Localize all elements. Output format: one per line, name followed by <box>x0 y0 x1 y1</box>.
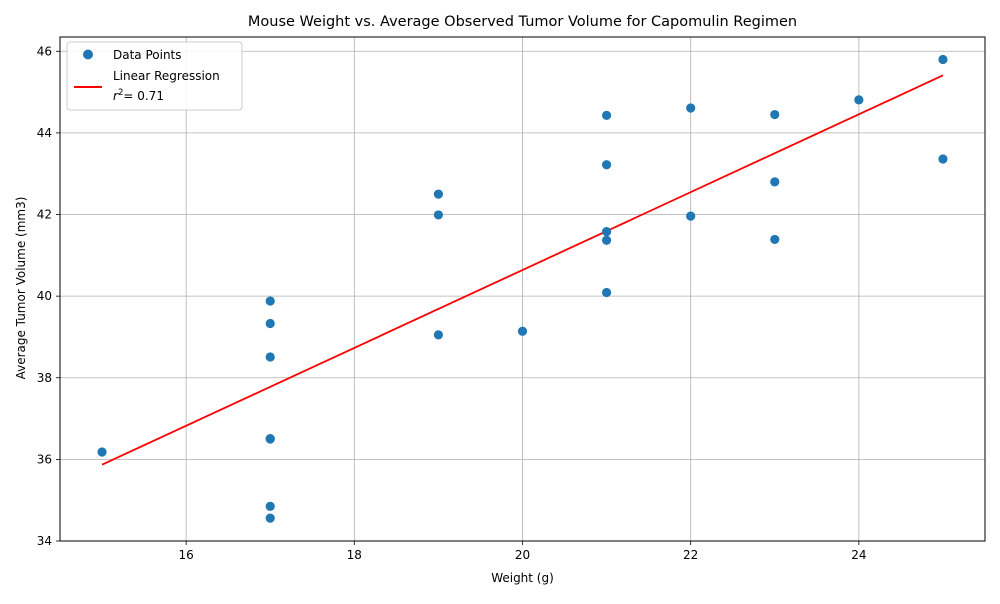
data-point <box>770 177 780 187</box>
data-point <box>265 352 275 362</box>
data-point <box>686 211 696 221</box>
data-point <box>265 296 275 306</box>
legend-label-regression: Linear Regression <box>113 69 220 83</box>
data-point <box>601 160 612 170</box>
grid-lines <box>60 37 985 542</box>
y-axis-title: Average Tumor Volume (mm3) <box>14 197 28 380</box>
x-tick-label: 18 <box>347 548 362 562</box>
legend-r2-value: = 0.71 <box>123 89 164 103</box>
legend-box <box>66 41 243 111</box>
data-point <box>97 447 107 457</box>
x-tick-label: 20 <box>515 548 530 562</box>
data-point <box>265 513 275 523</box>
data-points-layer <box>97 54 948 523</box>
data-point <box>265 434 275 444</box>
regression-line <box>101 74 944 466</box>
regression-line-layer <box>101 74 944 466</box>
legend-marker-points <box>83 49 93 60</box>
data-point <box>686 103 696 113</box>
y-tick-label: 34 <box>37 534 52 548</box>
y-tick-label: 36 <box>37 452 52 466</box>
data-point <box>265 318 275 329</box>
data-point <box>601 287 612 298</box>
data-point <box>854 95 864 105</box>
chart-title: Mouse Weight vs. Average Observed Tumor … <box>248 14 797 30</box>
data-point <box>433 210 444 220</box>
legend: Data Points Linear Regression r2= 0.71 <box>66 41 243 111</box>
data-point <box>938 154 948 164</box>
y-tick-label: 46 <box>37 44 52 58</box>
y-tick-label: 40 <box>37 289 52 303</box>
data-point <box>517 326 528 336</box>
y-tick-label: 42 <box>37 208 52 222</box>
x-tick-label: 22 <box>683 548 698 562</box>
x-tick-label: 16 <box>178 548 193 562</box>
x-axis-title: Weight (g) <box>491 571 554 585</box>
data-point <box>601 235 612 245</box>
x-tick-label: 24 <box>851 548 866 562</box>
data-point <box>433 330 444 340</box>
data-point <box>433 189 444 199</box>
data-point <box>770 234 780 245</box>
tick-layer: 16 18 20 22 24 34 36 38 40 42 44 46 <box>37 44 867 562</box>
data-point <box>265 501 275 511</box>
legend-label-points: Data Points <box>113 48 182 62</box>
y-tick-label: 38 <box>37 371 52 385</box>
data-point <box>770 109 780 120</box>
data-point <box>601 227 612 237</box>
legend-label-r2: r2= 0.71 <box>113 88 164 103</box>
data-point <box>938 54 948 65</box>
data-point <box>601 110 612 120</box>
y-tick-label: 44 <box>37 126 52 140</box>
